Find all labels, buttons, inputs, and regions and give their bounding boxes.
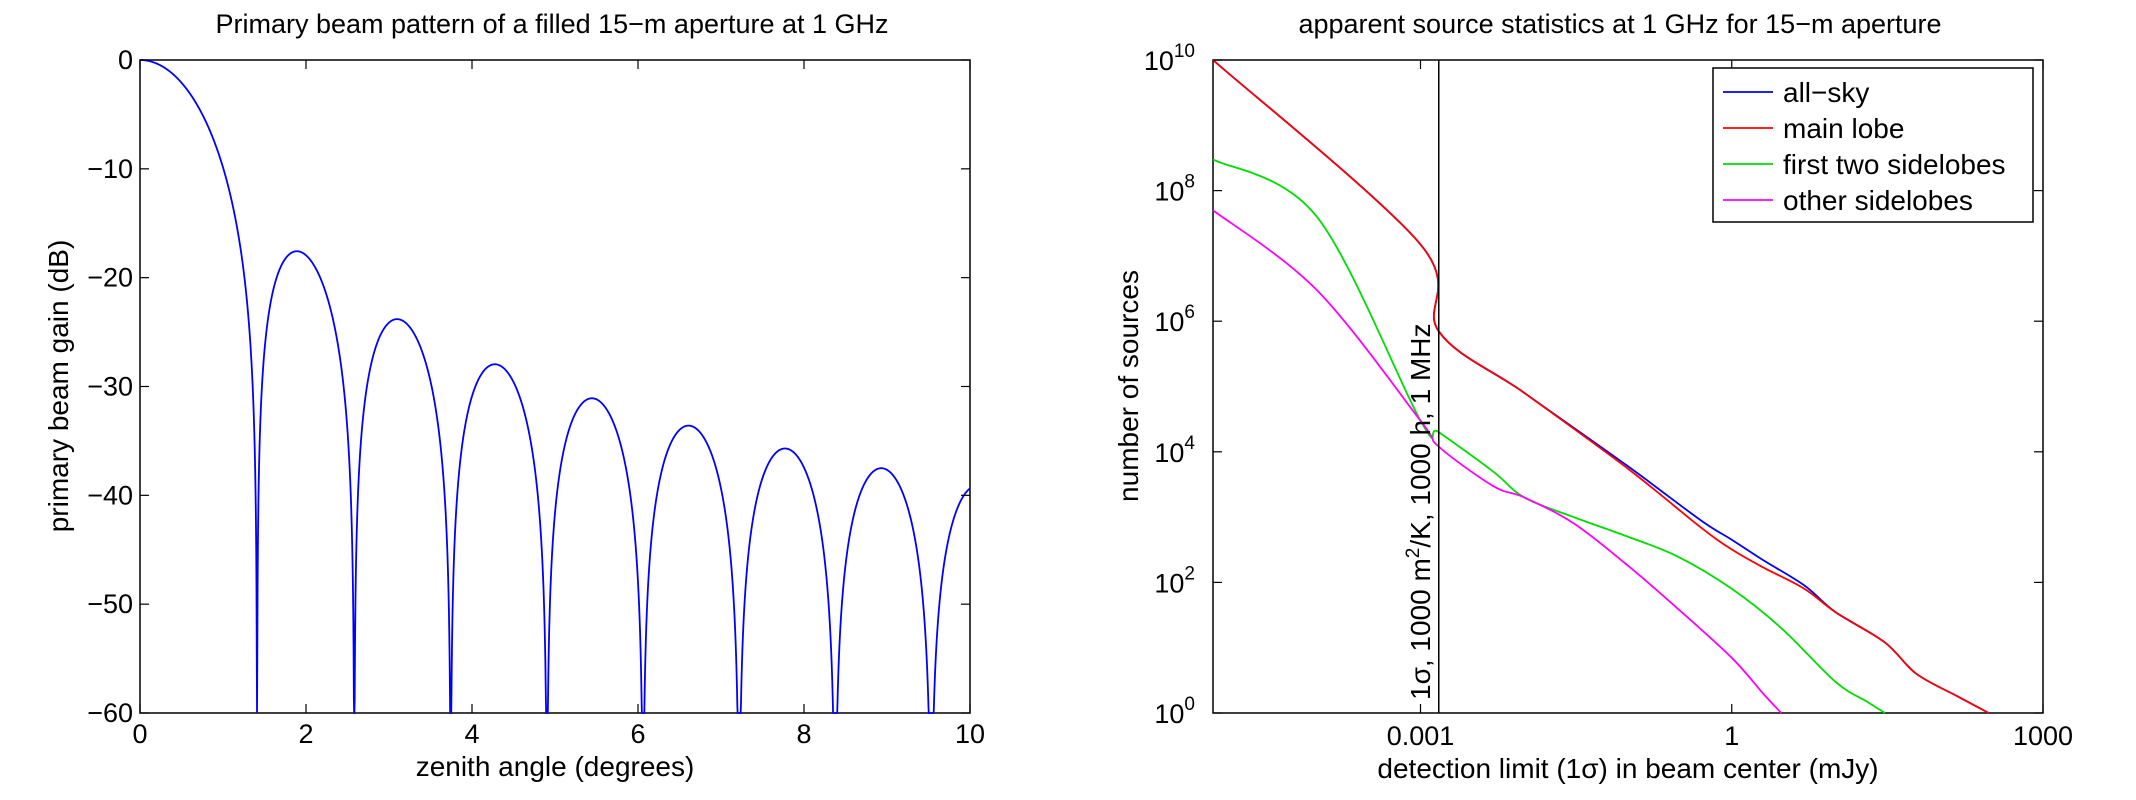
right-y-tick-label: 104 — [1154, 433, 1195, 468]
left-y-tick-label: −40 — [87, 480, 133, 510]
series-line-4 — [1212, 209, 1782, 714]
right-y-tick-exponent: 2 — [1184, 563, 1195, 584]
right-y-tick-label: 108 — [1154, 172, 1195, 207]
detection-limit-line-group: 1σ, 1000 m2/K, 1000 h, 1 MHz — [1403, 60, 1440, 713]
left-x-tick-label: 0 — [132, 719, 147, 749]
right-y-tick-label: 106 — [1154, 302, 1195, 337]
right-y-tick-label: 102 — [1154, 563, 1195, 598]
left-x-tick-label: 10 — [955, 719, 985, 749]
legend-entry: other sidelobes — [1783, 185, 1973, 216]
beam-gain-curve — [140, 59, 971, 714]
right-y-tick-base: 10 — [1154, 307, 1184, 337]
right-y-tick-exponent: 4 — [1184, 433, 1195, 454]
series-line-3 — [1212, 158, 1886, 714]
legend-entry: all−sky — [1783, 77, 1869, 108]
right-y-tick-exponent: 6 — [1184, 302, 1195, 323]
right-x-tick-label: 0.001 — [1387, 721, 1455, 751]
right-y-tick-label: 100 — [1154, 694, 1195, 729]
detection-limit-label: 1σ, 1000 m2/K, 1000 h, 1 MHz — [1403, 324, 1436, 701]
series-line-2 — [1212, 59, 1990, 714]
beam-pattern-chart: Primary beam pattern of a filled 15−m ap… — [43, 9, 985, 782]
left-x-tick-label: 2 — [298, 719, 313, 749]
left-ticks-layer: 0 2 4 6 8 10 0 −10 −20 −30 −40 −50 −60 — [87, 45, 985, 749]
right-x-tick-label: 1000 — [2013, 721, 2073, 751]
right-y-axis-label: number of sources — [1113, 270, 1144, 502]
left-y-tick-label: 0 — [118, 45, 133, 75]
right-y-tick-exponent: 0 — [1184, 694, 1195, 715]
detection-limit-label-post: /K, 1000 h, 1 MHz — [1405, 324, 1436, 548]
left-y-tick-label: −50 — [87, 589, 133, 619]
legend-entry: first two sidelobes — [1783, 149, 2006, 180]
right-y-tick-label: 1010 — [1144, 41, 1195, 76]
right-y-tick-base: 10 — [1154, 699, 1184, 729]
right-series-layer — [1212, 59, 1990, 714]
right-x-axis-label: detection limit (1σ) in beam center (mJy… — [1377, 753, 1878, 784]
left-y-tick-label: −10 — [87, 154, 133, 184]
left-chart-title: Primary beam pattern of a filled 15−m ap… — [215, 9, 888, 39]
right-x-tick-label: 1 — [1724, 721, 1739, 751]
right-y-tick-base: 10 — [1154, 568, 1184, 598]
right-chart-title: apparent source statistics at 1 GHz for … — [1298, 9, 1941, 39]
detection-limit-label-pre: 1σ, 1000 m — [1405, 558, 1436, 700]
left-x-axis-label: zenith angle (degrees) — [416, 751, 695, 782]
left-y-tick-label: −20 — [87, 263, 133, 293]
right-y-tick-exponent: 8 — [1184, 172, 1195, 193]
left-x-tick-label: 8 — [796, 719, 811, 749]
right-y-tick-base: 10 — [1154, 177, 1184, 207]
detection-limit-label-sup: 2 — [1403, 548, 1424, 559]
source-statistics-chart: apparent source statistics at 1 GHz for … — [1113, 9, 2073, 784]
legend-box — [1712, 67, 2034, 223]
left-x-tick-label: 6 — [630, 719, 645, 749]
legend: all−sky main lobe first two sidelobes other… — [1712, 67, 2034, 223]
left-y-tick-label: −60 — [87, 698, 133, 728]
right-y-tick-base: 10 — [1144, 46, 1174, 76]
left-y-tick-label: −30 — [87, 372, 133, 402]
right-y-tick-base: 10 — [1154, 438, 1184, 468]
left-series-layer — [140, 59, 971, 714]
left-plot-area — [139, 59, 971, 714]
left-x-tick-label: 4 — [464, 719, 479, 749]
left-y-axis-label: primary beam gain (dB) — [43, 240, 74, 533]
legend-entry: main lobe — [1783, 113, 1904, 144]
right-y-tick-exponent: 10 — [1174, 41, 1195, 62]
